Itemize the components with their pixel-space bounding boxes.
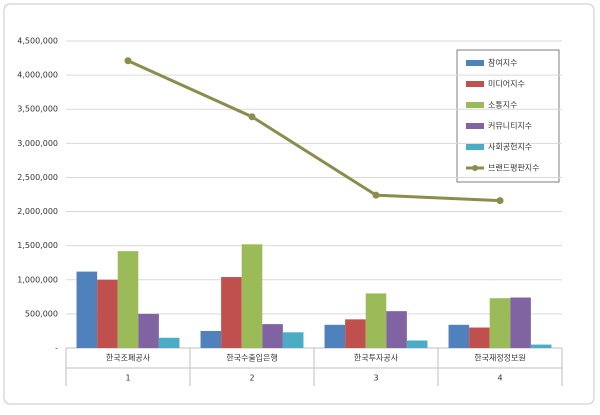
bar [282,332,304,348]
y-tick-label: 4,000,000 [17,71,58,80]
legend-swatch [466,123,484,129]
bar [158,337,180,348]
y-tick-label: 3,000,000 [17,139,58,148]
chart-frame [3,3,595,405]
legend-label: 소통지수 [488,101,517,110]
y-tick-label: 1,000,000 [17,275,58,284]
legend-swatch [472,165,478,171]
bar [324,324,346,348]
bar [241,244,263,348]
legend-swatch [466,81,484,87]
bar [448,324,470,348]
y-tick-label: 4,500,000 [17,37,58,46]
bar [406,340,428,348]
y-tick-label: 2,500,000 [17,173,58,182]
bar [365,293,387,348]
bar [97,279,118,348]
x-tick-label: 한국재정정보원 [474,353,526,363]
legend-swatch [466,144,484,150]
legend-box [456,49,560,183]
y-tick-label: - [55,344,58,353]
x-tick-number: 1 [125,374,130,383]
legend-swatch [466,60,484,66]
bar [510,297,531,348]
legend-label: 참여지수 [488,58,517,68]
legend-label: 커뮤니티지수 [488,121,532,131]
legend-label: 미디어지수 [488,79,525,89]
x-tick-number: 4 [497,374,502,383]
x-tick-number: 2 [249,374,254,383]
legend-label: 브랜드평판지수 [488,163,540,173]
y-tick-label: 1,500,000 [17,241,58,250]
bar [386,311,407,348]
bar [489,298,511,348]
bar [469,327,490,348]
x-tick-label: 한국투자공사 [354,354,399,363]
legend-label: 사회공헌지수 [488,143,532,152]
bar [221,277,242,348]
x-tick-number: 3 [373,374,378,383]
bar [530,344,552,348]
bar [345,319,366,348]
legend-swatch [466,102,484,108]
bar [200,330,222,348]
line [127,59,501,203]
bar [117,251,139,348]
line-marker [372,191,380,199]
line-marker [248,113,256,121]
bar [76,271,98,348]
x-tick-label: 한국수출입은행 [226,353,278,363]
line-marker [124,57,132,65]
bar [138,313,159,348]
y-tick-label: 500,000 [25,309,58,318]
line-marker [496,197,504,205]
y-tick-label: 3,500,000 [17,105,58,114]
x-tick-label: 한국조폐공사 [106,353,151,363]
bar [262,324,283,348]
y-tick-label: 2,000,000 [17,207,58,216]
